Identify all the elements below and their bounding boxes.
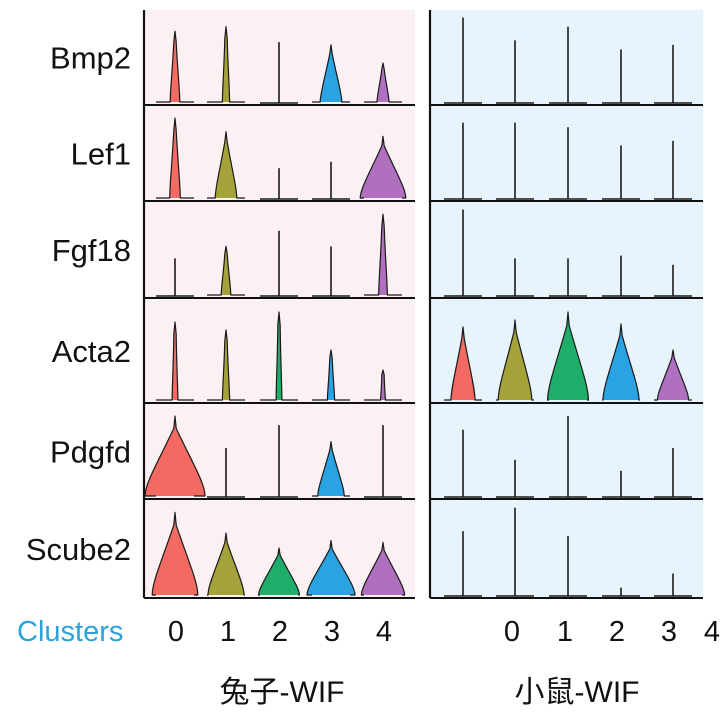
violin-scube2-p1-c0 [444,531,482,597]
violin-pdgfd-p0-c0 [144,415,206,497]
violin-fgf18-p1-c3 [602,255,640,297]
violin-acta2-p0-c2 [260,311,298,401]
violin-lef1-p1-c2 [549,127,587,200]
violin-lef1-p1-c3 [602,145,640,200]
violin-bmp2-p0-c0 [156,30,194,103]
violin-lef1-p0-c2 [260,168,298,200]
violin-pdgfd-p0-c3 [312,440,350,497]
violin-scube2-p0-c2 [258,547,300,596]
violin-lef1-p0-c4 [359,135,407,199]
violin-bmp2-p1-c2 [549,26,587,104]
violin-scube2-p0-c4 [360,541,406,596]
violin-pdgfd-p1-c0 [444,429,482,498]
violin-acta2-p1-c0 [444,326,482,401]
cluster-tick-label: 2 [272,616,288,648]
cluster-tick-label: 2 [609,616,625,648]
cluster-tick-label: 0 [168,616,184,648]
violin-pdgfd-p0-c1 [207,447,245,498]
cluster-tick-label: 1 [220,616,236,648]
violin-pdgfd-p1-c2 [549,416,587,498]
panel-title-left: 兔子-WIF [220,676,345,709]
violin-acta2-p1-c4 [654,349,692,401]
gene-labels: Bmp2 Lef1 Fgf18 Acta2 Pdgfd Scube2 [26,41,131,568]
gene-label-scube2: Scube2 [26,532,131,567]
cluster-tick-label: 4 [376,616,392,648]
violin-scube2-p1-c4 [654,573,692,597]
violin-fgf18-p0-c4 [364,213,402,296]
violin-fgf18-p1-c2 [549,258,587,297]
violin-bmp2-p0-c1 [207,26,245,103]
panel-title-right: 小鼠-WIF [515,676,640,709]
violin-pdgfd-p1-c1 [496,459,534,498]
violin-pdgfd-p1-c3 [602,470,640,498]
violin-fgf18-p0-c1 [207,245,245,296]
violin-acta2-p1-c2 [547,311,589,401]
cluster-tick-label: 3 [661,616,677,648]
violin-lef1-p1-c0 [444,122,482,200]
violin-bmp2-p1-c3 [602,49,640,104]
violin-lef1-p0-c1 [207,131,245,199]
violin-acta2-p0-c1 [207,329,245,401]
violin-lef1-p1-c1 [496,122,534,200]
panel-axes [142,10,703,599]
violin-fgf18-p0-c0 [156,258,194,297]
violin-scube2-p0-c0 [151,511,199,596]
violin-acta2-p0-c0 [156,321,194,401]
violin-bmp2-p0-c4 [364,62,402,103]
violin-fgf18-p0-c3 [312,246,350,297]
violin-marks [144,17,692,597]
violin-fgf18-p1-c1 [496,258,534,297]
violin-pdgfd-p1-c4 [654,447,692,498]
violin-pdgfd-p0-c4 [364,425,402,498]
violin-acta2-p1-c3 [602,323,640,401]
cluster-tick-label: 3 [324,616,340,648]
gene-label-pdgfd: Pdgfd [50,435,131,470]
gene-label-lef1: Lef1 [71,137,131,172]
panel-background-right [430,10,703,598]
violin-lef1-p0-c3 [312,161,350,200]
violin-bmp2-p1-c0 [444,17,482,104]
cluster-tick-label: 0 [504,616,520,648]
violin-scube2-p0-c3 [306,540,356,596]
gene-label-fgf18: Fgf18 [52,233,131,268]
violin-bmp2-p1-c4 [654,44,692,104]
clusters-axis-label: Clusters [17,616,123,648]
violin-acta2-p0-c4 [364,369,402,401]
violin-scube2-p1-c2 [549,535,587,597]
cluster-tick-label: 4 [704,616,720,648]
gene-label-bmp2: Bmp2 [50,41,131,76]
cluster-tick-label: 1 [557,616,573,648]
violin-scube2-p1-c1 [496,507,534,597]
violin-lef1-p0-c0 [156,117,194,199]
gene-label-acta2: Acta2 [52,334,131,369]
violin-bmp2-p1-c1 [496,40,534,104]
violin-acta2-p1-c1 [496,319,534,401]
violin-bmp2-p0-c2 [260,42,298,104]
violin-bmp2-p0-c3 [312,44,350,103]
violin-scube2-p1-c3 [602,587,640,597]
violin-pdgfd-p0-c2 [260,425,298,498]
violin-fgf18-p1-c4 [654,264,692,297]
violin-fgf18-p0-c2 [260,230,298,297]
violin-lef1-p1-c4 [654,140,692,200]
violin-acta2-p0-c3 [312,349,350,401]
violin-scube2-p0-c1 [207,532,245,596]
violin-fgf18-p1-c0 [444,209,482,297]
